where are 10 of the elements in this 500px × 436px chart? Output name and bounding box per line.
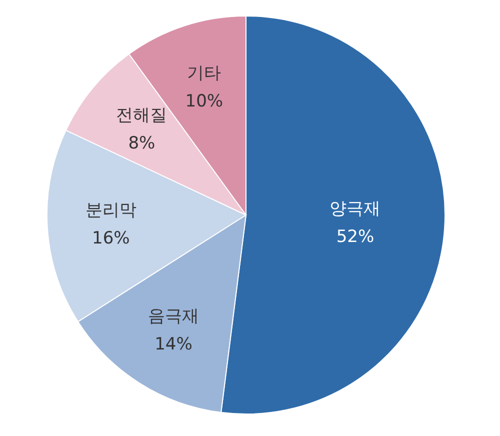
slice-label: 음극재 <box>148 306 199 326</box>
data-label: 10% <box>185 91 224 112</box>
slice-label: 양극재 <box>330 198 381 219</box>
data-label: 16% <box>92 228 130 248</box>
data-label: 8% <box>128 134 156 154</box>
slice-label: 기타 <box>187 63 222 84</box>
data-label: 52% <box>336 226 374 247</box>
data-label: 14% <box>154 334 192 354</box>
slice-label: 전해질 <box>116 106 168 126</box>
slice-label: 분리막 <box>85 200 136 220</box>
